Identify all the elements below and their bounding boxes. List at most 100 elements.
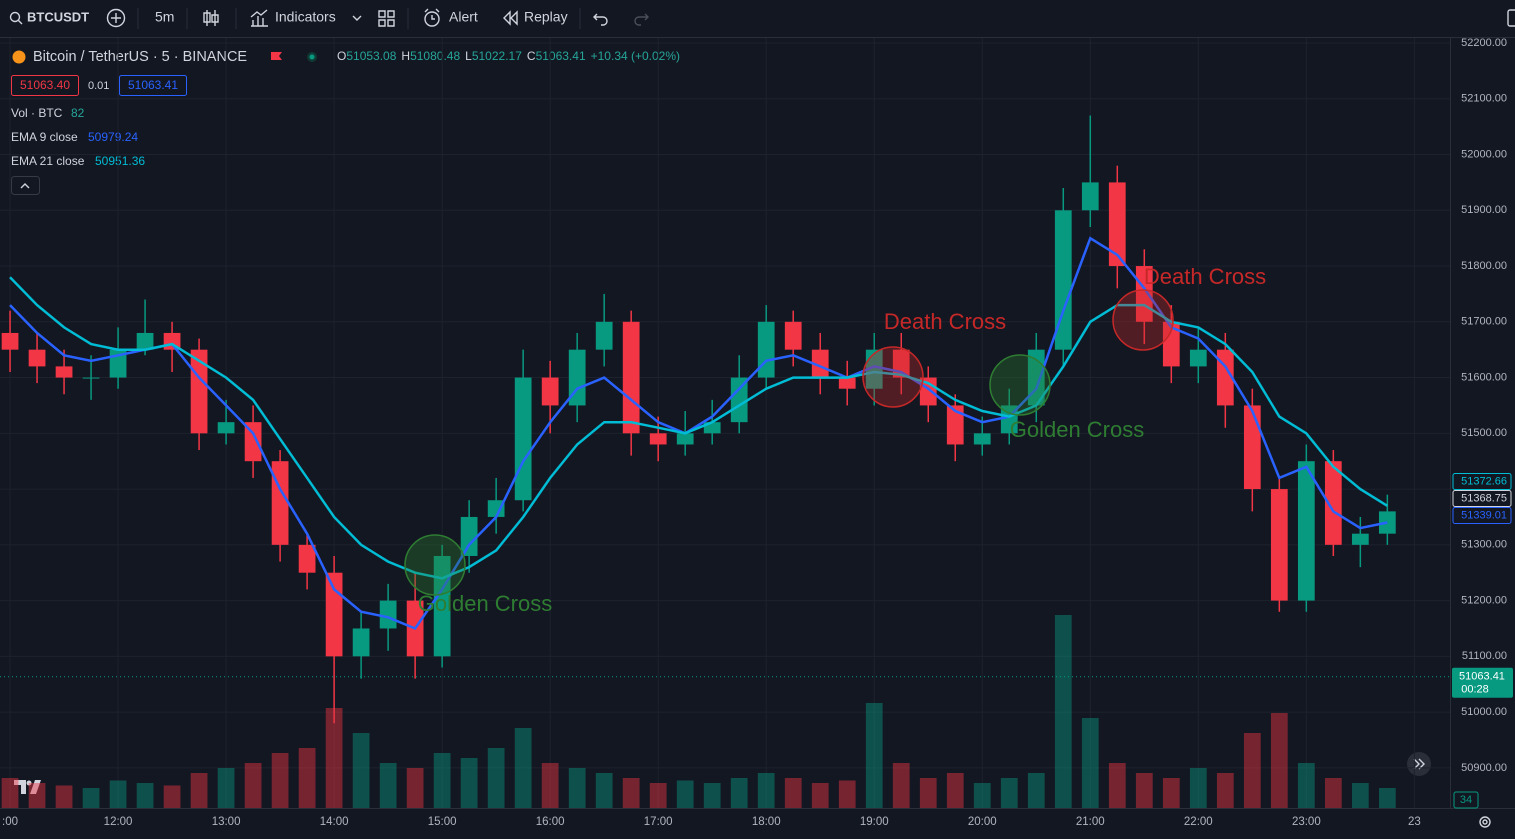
annotation-label: Death Cross	[884, 309, 1006, 334]
annotation-circle	[862, 346, 924, 408]
change: +10.34 (+0.02%)	[591, 49, 680, 63]
symbol: BTCUSDT	[27, 9, 89, 24]
y-tick-label: 51000.00	[1461, 706, 1507, 718]
alert-label: Alert	[449, 9, 478, 25]
volume-bar	[433, 753, 451, 808]
volume-bar	[676, 780, 694, 808]
volume-bar	[622, 778, 640, 808]
panel-toggle[interactable]	[1507, 9, 1515, 27]
volume-bar	[190, 773, 208, 808]
y-tick-label: 51900.00	[1461, 204, 1507, 216]
undo[interactable]	[593, 13, 608, 26]
logo	[26, 780, 32, 786]
candle-body	[1189, 349, 1207, 367]
grid	[0, 38, 1450, 808]
chart-type[interactable]	[203, 10, 219, 26]
ask-box[interactable]	[119, 75, 187, 96]
candle-body	[325, 572, 343, 657]
volume-bar	[649, 783, 667, 808]
annotation-label: Golden Cross	[1010, 417, 1145, 442]
price-label-box	[1452, 472, 1512, 490]
volume-bar	[703, 783, 721, 808]
candle-body	[271, 461, 289, 545]
redo[interactable]	[634, 13, 649, 26]
y-tick-label: 52000.00	[1461, 148, 1507, 160]
ask: 51063.41	[128, 78, 178, 92]
layouts-button[interactable]	[378, 10, 395, 27]
replay-icon	[503, 10, 518, 26]
volume-bar	[163, 785, 181, 808]
price-label: 51339.01	[1461, 509, 1507, 521]
collapse-button[interactable]	[11, 176, 40, 195]
x-tick-label: 20:00	[968, 816, 997, 828]
interval[interactable]: 5m	[155, 9, 174, 25]
candle-body	[460, 516, 478, 556]
y-tick-label: 52100.00	[1461, 93, 1507, 105]
volume-bar	[109, 780, 127, 808]
toolbar: BTCUSDT 5m Indicators Alert Replay	[0, 0, 1515, 38]
candle-body	[784, 321, 802, 350]
y-tick-label: 51300.00	[1461, 539, 1507, 551]
volume-bar	[1324, 778, 1342, 808]
gear	[1479, 816, 1491, 828]
volume-bar	[1108, 763, 1126, 808]
annotation-circle	[404, 534, 466, 596]
x-tick-label: 13:00	[212, 816, 241, 828]
volume-bar	[55, 785, 73, 808]
ema-fast-value: 50979.24	[88, 130, 138, 144]
replay-button[interactable]: Replay	[503, 9, 568, 26]
volume-bar	[1270, 713, 1288, 808]
y-tick-label: 50900.00	[1461, 762, 1507, 774]
candle-icon	[203, 10, 219, 26]
ema-line	[9, 236, 1388, 631]
volume-label: Vol · BTC	[11, 106, 63, 120]
x-tick-label: 14:00	[320, 816, 349, 828]
flag[interactable]	[271, 52, 282, 60]
volume-bar	[244, 763, 262, 808]
plot-area	[1, 115, 1396, 808]
x-tick-label: 12:00	[104, 816, 133, 828]
candle-body	[676, 433, 694, 445]
volume-bar	[1054, 615, 1072, 808]
bid: 51063.40	[20, 78, 70, 92]
candle-body	[703, 422, 721, 434]
ema-fast-label: EMA 9 close	[11, 130, 78, 144]
symbol-search[interactable]: BTCUSDT	[9, 9, 90, 25]
logo	[14, 780, 41, 794]
annotation-circle	[989, 354, 1051, 416]
volume-bar	[865, 703, 883, 808]
ohlc-letter: L	[465, 49, 472, 63]
ohlc-letter: O	[337, 49, 346, 63]
settings[interactable]	[1479, 816, 1491, 828]
volume-bar	[271, 753, 289, 808]
alert-button[interactable]: Alert	[424, 8, 478, 27]
add-symbol[interactable]	[106, 8, 126, 28]
ohlc-value: 51080.48	[410, 49, 460, 63]
y-tick-label: 51700.00	[1461, 316, 1507, 328]
current-price-box	[1452, 667, 1513, 698]
volume-value: 82	[71, 106, 85, 120]
plus-icon	[111, 13, 121, 23]
ema-slow-value: 50951.36	[95, 154, 145, 168]
ohlc-value: 51053.08	[346, 49, 396, 63]
candle-body	[55, 366, 73, 378]
volume-badge: 34	[1460, 794, 1472, 806]
x-tick-label: 22:00	[1184, 816, 1213, 828]
bid-box[interactable]	[11, 75, 79, 96]
indicators-button[interactable]: Indicators	[250, 9, 336, 27]
volume-bar	[82, 788, 100, 808]
annotation-label: Golden Cross	[418, 591, 553, 616]
status-dot	[309, 54, 315, 60]
scroll-icon	[1413, 758, 1425, 770]
volume-bar	[1378, 788, 1396, 808]
candle-body	[1378, 511, 1396, 534]
x-tick-label: 16:00	[536, 816, 565, 828]
scroll-button[interactable]	[1407, 752, 1431, 776]
candle-body	[1, 332, 19, 350]
chevron[interactable]	[352, 15, 362, 21]
candle-body	[973, 433, 991, 445]
ohlc-letter: C	[527, 49, 536, 63]
layout-icon	[378, 10, 395, 27]
